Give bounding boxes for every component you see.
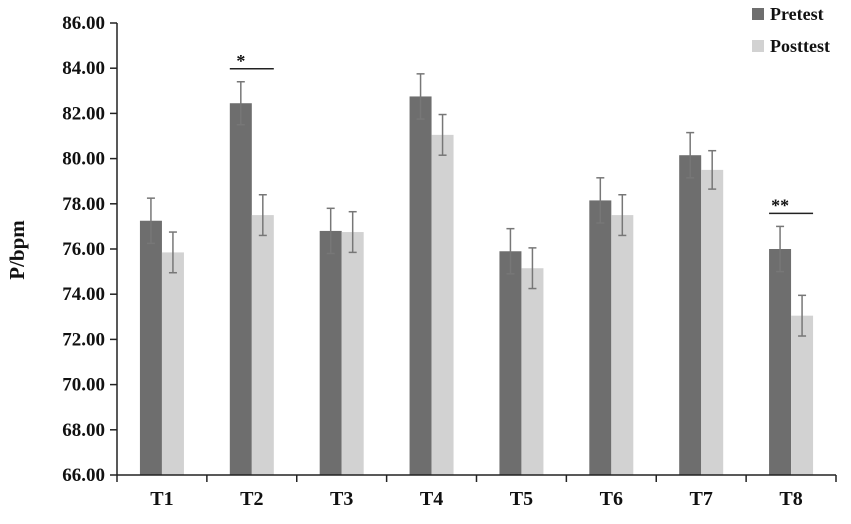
error-bars bbox=[146, 73, 807, 337]
legend-label-pretest: Pretest bbox=[770, 4, 824, 24]
x-axis-labels: T1 T2 T3 T4 T5 T6 T7 T8 bbox=[150, 488, 802, 510]
x-tick-label: T8 bbox=[779, 488, 802, 510]
bar-posttest-t4 bbox=[431, 134, 454, 475]
bar-posttest-t1 bbox=[161, 252, 184, 475]
bar-posttest-t5 bbox=[521, 268, 544, 475]
x-tick-label: T3 bbox=[330, 488, 353, 510]
bar-pretest-t4 bbox=[409, 96, 432, 475]
y-axis-ticks: 66.00 68.00 70.00 72.00 74.00 76.00 78.00 80.00… bbox=[62, 13, 117, 486]
bar-posttest-t2 bbox=[251, 215, 274, 475]
y-tick-label: 86.00 bbox=[62, 13, 105, 34]
bar-posttest-t7 bbox=[701, 169, 724, 475]
y-tick-label: 80.00 bbox=[62, 149, 105, 170]
x-tick-label: T5 bbox=[510, 488, 533, 510]
legend-swatch-posttest bbox=[752, 40, 764, 52]
y-tick-label: 76.00 bbox=[62, 239, 105, 260]
y-tick-label: 68.00 bbox=[62, 420, 105, 441]
axes bbox=[116, 23, 837, 482]
y-tick-label: 70.00 bbox=[62, 375, 105, 396]
legend-label-posttest: Posttest bbox=[770, 36, 830, 56]
significance-annotations: *** bbox=[229, 51, 814, 215]
bars bbox=[139, 96, 814, 475]
significance-marker: ** bbox=[771, 195, 789, 215]
x-tick-label: T7 bbox=[690, 488, 713, 510]
bar-pretest-t7 bbox=[679, 155, 702, 475]
legend-swatch-pretest bbox=[752, 8, 764, 20]
y-axis-title: P/bpm bbox=[5, 220, 29, 280]
y-tick-label: 72.00 bbox=[62, 329, 105, 350]
bar-pretest-t2 bbox=[229, 103, 252, 475]
bar-pretest-t5 bbox=[499, 251, 522, 475]
x-tick-label: T2 bbox=[240, 488, 263, 510]
bar-posttest-t6 bbox=[611, 215, 634, 475]
y-tick-label: 66.00 bbox=[62, 465, 105, 486]
bar-pretest-t6 bbox=[589, 200, 612, 475]
x-tick-label: T4 bbox=[420, 488, 443, 510]
x-tick-label: T1 bbox=[150, 488, 173, 510]
y-tick-label: 82.00 bbox=[62, 103, 105, 124]
bar-pretest-t1 bbox=[139, 220, 162, 475]
bar-posttest-t8 bbox=[791, 315, 814, 475]
bar-posttest-t3 bbox=[341, 232, 364, 475]
x-tick-label: T6 bbox=[600, 488, 623, 510]
bar-pretest-t3 bbox=[319, 230, 342, 475]
bar-pretest-t8 bbox=[769, 249, 792, 475]
y-tick-label: 78.00 bbox=[62, 194, 105, 215]
significance-marker: * bbox=[236, 51, 245, 71]
y-tick-label: 74.00 bbox=[62, 284, 105, 305]
legend: Pretest Posttest bbox=[752, 4, 830, 56]
y-tick-label: 84.00 bbox=[62, 58, 105, 79]
